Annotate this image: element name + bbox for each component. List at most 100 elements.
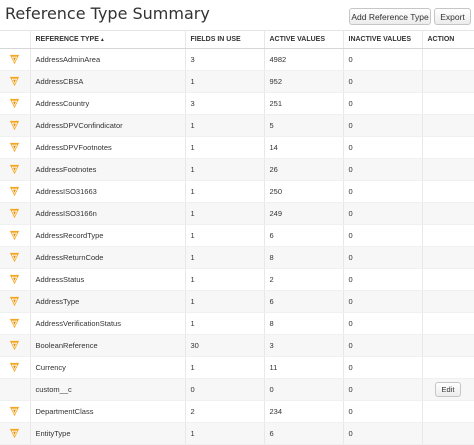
inactive-values-cell: 0 (343, 70, 423, 93)
inactive-values-cell: 0 (343, 136, 423, 159)
reference-type-cell[interactable]: Currency (30, 356, 186, 379)
reference-type-cell[interactable]: custom__c (30, 378, 186, 401)
v-logo-icon (10, 186, 20, 197)
active-values-cell: 26 (264, 158, 344, 181)
reference-type-cell[interactable]: AddressVerificationStatus (30, 312, 186, 335)
active-values-column-header[interactable]: ACTIVE VALUES (264, 30, 344, 49)
v-logo-icon (10, 274, 20, 285)
active-values-cell: 249 (264, 202, 344, 225)
table-row[interactable]: AddressReturnCode 1 8 0 (0, 246, 474, 269)
inactive-values-cell: 0 (343, 114, 423, 137)
action-cell (422, 180, 474, 203)
reference-type-cell[interactable]: DepartmentClass (30, 400, 186, 423)
page-title: Reference Type Summary (5, 4, 210, 23)
fields-in-use-cell: 1 (185, 268, 265, 291)
v-logo-icon (10, 428, 20, 439)
reference-type-column-header[interactable]: REFERENCE TYPE▲ (30, 30, 186, 49)
reference-type-cell[interactable]: AddressISO31663 (30, 180, 186, 203)
inactive-values-cell: 0 (343, 246, 423, 269)
reference-type-cell[interactable]: AddressStatus (30, 268, 186, 291)
reference-type-cell[interactable]: AddressCountry (30, 92, 186, 115)
table-row[interactable]: AddressAdminArea 3 4982 0 (0, 48, 474, 71)
row-icon-cell (0, 114, 31, 137)
add-reference-type-button[interactable]: Add Reference Type (349, 8, 431, 25)
v-logo-icon (10, 230, 20, 241)
table-row[interactable]: AddressRecordType 1 6 0 (0, 224, 474, 247)
table-row[interactable]: AddressCountry 3 251 0 (0, 92, 474, 115)
inactive-values-column-header[interactable]: INACTIVE VALUES (343, 30, 423, 49)
reference-type-cell[interactable]: AddressType (30, 290, 186, 313)
table-row[interactable]: AddressFootnotes 1 26 0 (0, 158, 474, 181)
table-row[interactable]: AddressISO31663 1 250 0 (0, 180, 474, 203)
table-row[interactable]: AddressType 1 6 0 (0, 290, 474, 313)
table-row[interactable]: AddressStatus 1 2 0 (0, 268, 474, 291)
inactive-values-cell: 0 (343, 378, 423, 401)
reference-type-cell[interactable]: AddressDPVFootnotes (30, 136, 186, 159)
reference-type-cell[interactable]: AddressDPVConfindicator (30, 114, 186, 137)
export-button[interactable]: Export (434, 8, 471, 25)
row-icon-cell (0, 224, 31, 247)
v-logo-icon (10, 120, 20, 131)
action-cell (422, 48, 474, 71)
fields-in-use-cell: 1 (185, 180, 265, 203)
action-cell (422, 422, 474, 445)
table-row[interactable]: AddressCBSA 1 952 0 (0, 70, 474, 93)
fields-in-use-cell: 1 (185, 136, 265, 159)
reference-type-cell[interactable]: AddressAdminArea (30, 48, 186, 71)
table-row[interactable]: AddressISO3166n 1 249 0 (0, 202, 474, 225)
active-values-cell: 6 (264, 290, 344, 313)
table-row[interactable]: EntityType 1 6 0 (0, 422, 474, 445)
action-cell (422, 136, 474, 159)
v-logo-icon (10, 296, 20, 307)
edit-button[interactable]: Edit (434, 382, 462, 397)
v-logo-icon (10, 318, 20, 329)
action-cell (422, 400, 474, 423)
active-values-cell: 251 (264, 92, 344, 115)
v-logo-icon (10, 362, 20, 373)
active-values-cell: 234 (264, 400, 344, 423)
sort-ascending-icon: ▲ (99, 37, 105, 43)
active-values-cell: 250 (264, 180, 344, 203)
inactive-values-cell: 0 (343, 268, 423, 291)
action-cell (422, 246, 474, 269)
fields-in-use-cell: 1 (185, 114, 265, 137)
reference-type-cell[interactable]: EntityType (30, 422, 186, 445)
action-column-header: ACTION (422, 30, 474, 49)
reference-type-cell[interactable]: AddressCBSA (30, 70, 186, 93)
row-icon-cell (0, 48, 31, 71)
reference-type-cell[interactable]: BooleanReference (30, 334, 186, 357)
fields-in-use-cell: 1 (185, 202, 265, 225)
v-logo-icon (10, 340, 20, 351)
reference-type-header-label: REFERENCE TYPE (35, 36, 99, 43)
action-cell (422, 268, 474, 291)
active-values-cell: 0 (264, 378, 344, 401)
row-icon-cell (0, 334, 31, 357)
active-values-cell: 8 (264, 312, 344, 335)
table-row[interactable]: DepartmentClass 2 234 0 (0, 400, 474, 423)
table-row[interactable]: custom__c 0 0 0 Edit (0, 378, 474, 401)
table-row[interactable]: AddressDPVConfindicator 1 5 0 (0, 114, 474, 137)
row-icon-cell (0, 70, 31, 93)
action-cell (422, 70, 474, 93)
inactive-values-cell: 0 (343, 92, 423, 115)
table-row[interactable]: Currency 1 11 0 (0, 356, 474, 379)
action-cell (422, 114, 474, 137)
table-row[interactable]: AddressDPVFootnotes 1 14 0 (0, 136, 474, 159)
active-values-cell: 5 (264, 114, 344, 137)
fields-in-use-cell: 1 (185, 246, 265, 269)
row-icon-cell (0, 290, 31, 313)
reference-type-cell[interactable]: AddressReturnCode (30, 246, 186, 269)
table-row[interactable]: AddressVerificationStatus 1 8 0 (0, 312, 474, 335)
fields-in-use-cell: 1 (185, 356, 265, 379)
active-values-cell: 6 (264, 422, 344, 445)
action-cell (422, 312, 474, 335)
fields-in-use-column-header[interactable]: FIELDS IN USE (185, 30, 265, 49)
reference-type-cell[interactable]: AddressFootnotes (30, 158, 186, 181)
v-logo-icon (10, 76, 20, 87)
row-icon-cell (0, 246, 31, 269)
fields-in-use-cell: 1 (185, 158, 265, 181)
reference-type-cell[interactable]: AddressISO3166n (30, 202, 186, 225)
reference-type-cell[interactable]: AddressRecordType (30, 224, 186, 247)
table-row[interactable]: BooleanReference 30 3 0 (0, 334, 474, 357)
active-values-cell: 4982 (264, 48, 344, 71)
